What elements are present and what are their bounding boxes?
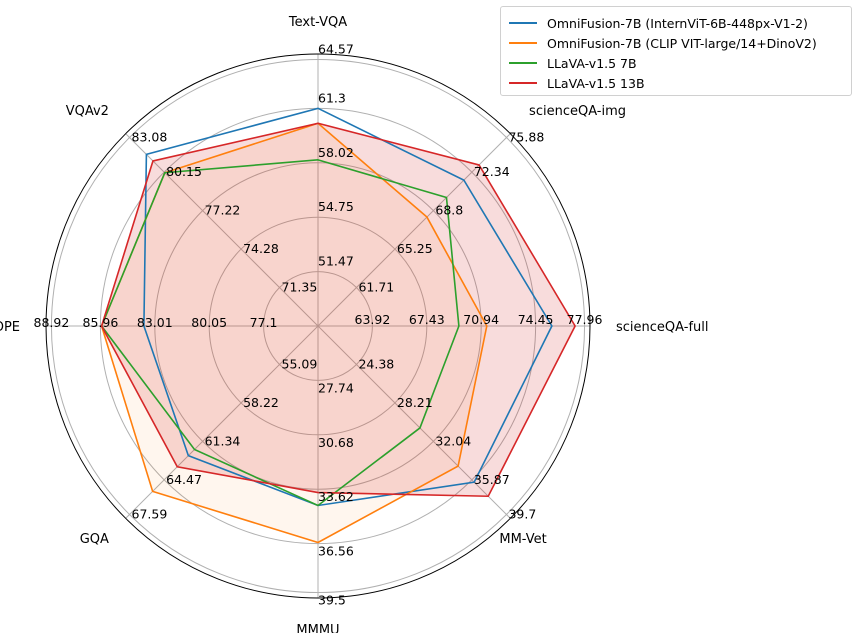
tick-label: 85.96 (83, 315, 119, 330)
tick-label: 28.21 (397, 395, 433, 410)
tick-label: 54.75 (318, 199, 354, 214)
radar-frame (45, 53, 591, 599)
series-line-4 (100, 122, 577, 498)
legend-item: OmniFusion-7B (CLIP VIT-large/14+DinoV2) (501, 33, 817, 53)
tick-label: 74.45 (518, 312, 554, 327)
tick-label: 36.56 (318, 544, 354, 559)
axis-label-mm-vet: MM-Vet (499, 532, 546, 547)
tick-label: 35.87 (474, 472, 510, 487)
tick-label: 32.04 (435, 433, 471, 448)
tick-label: 33.62 (318, 489, 354, 504)
tick-label: 61.3 (318, 90, 346, 105)
tick-label: 24.38 (358, 356, 394, 371)
legend-item: OmniFusion-7B (InternViT-6B-448px-V1-2) (501, 13, 808, 33)
tick-label: 63.92 (355, 312, 391, 327)
axis-label-mmmu: MMMU (296, 623, 339, 633)
tick-label: 74.28 (243, 241, 279, 256)
tick-label: 80.15 (166, 164, 202, 179)
grid-spoke-8 (125, 133, 319, 327)
tick-label: 30.68 (318, 435, 354, 450)
legend-label: LLaVA-v1.5 7B (547, 55, 637, 71)
tick-label: 72.34 (474, 164, 510, 179)
axis-label-scienceqa-img: scienceQA-img (529, 104, 626, 119)
series-fill-4 (101, 123, 576, 497)
grid-spoke-4 (317, 325, 511, 519)
grid-spoke-2 (317, 133, 511, 327)
legend-label: OmniFusion-7B (CLIP VIT-large/14+DinoV2) (547, 35, 817, 51)
tick-label: 68.8 (435, 203, 463, 218)
tick-label: 67.59 (132, 506, 168, 521)
axis-label-gqa: GQA (80, 532, 109, 547)
tick-label: 61.34 (205, 433, 241, 448)
tick-label: 64.57 (318, 41, 354, 56)
tick-label: 67.43 (409, 312, 445, 327)
tick-label: 65.25 (397, 241, 433, 256)
tick-label: 88.92 (34, 315, 70, 330)
tick-label: 70.94 (463, 312, 499, 327)
tick-label: 80.05 (191, 315, 227, 330)
axis-label-vqav2: VQAv2 (66, 104, 109, 119)
tick-label: 39.7 (508, 506, 536, 521)
tick-label: 58.22 (243, 395, 279, 410)
axis-label-text-vqa: Text-VQA (288, 15, 347, 30)
legend-item: LLaVA-v1.5 7B (501, 53, 637, 73)
tick-label: 71.35 (282, 280, 318, 295)
tick-label: 77.22 (205, 203, 241, 218)
tick-label: 77.96 (567, 312, 603, 327)
tick-label: 61.71 (358, 280, 394, 295)
legend-swatch (509, 62, 537, 64)
tick-label: 58.02 (318, 145, 354, 160)
legend: OmniFusion-7B (InternViT-6B-448px-V1-2) O… (500, 6, 852, 96)
legend-swatch (509, 82, 537, 84)
series-fill-2 (101, 123, 487, 543)
tick-label: 39.5 (318, 593, 346, 608)
axis-label-pope: POPE (0, 320, 20, 335)
axis-label-scienceqa-full: scienceQA-full (616, 320, 709, 335)
legend-label: OmniFusion-7B (InternViT-6B-448px-V1-2) (547, 15, 808, 31)
legend-swatch (509, 22, 537, 24)
tick-label: 83.01 (137, 315, 173, 330)
tick-label: 27.74 (318, 380, 354, 395)
tick-label: 64.47 (166, 472, 202, 487)
tick-label: 75.88 (508, 130, 544, 145)
legend-swatch (509, 42, 537, 44)
legend-item: LLaVA-v1.5 13B (501, 73, 645, 93)
tick-label: 55.09 (282, 356, 318, 371)
tick-label: 51.47 (318, 254, 354, 269)
series-line-3 (100, 159, 460, 507)
legend-label: LLaVA-v1.5 13B (547, 75, 645, 91)
tick-label: 77.1 (250, 315, 278, 330)
tick-label: 83.08 (132, 130, 168, 145)
grid-spoke-6 (125, 325, 319, 519)
